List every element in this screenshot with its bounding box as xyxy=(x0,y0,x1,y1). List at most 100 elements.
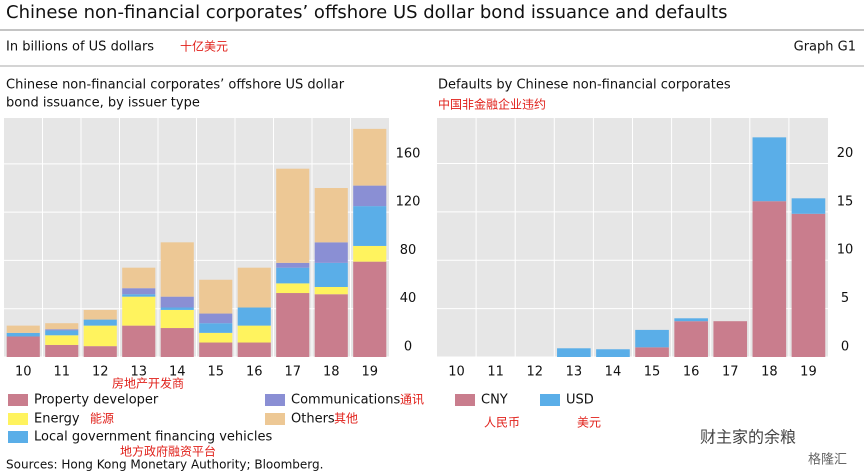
bar-segment xyxy=(199,279,233,314)
bar-segment xyxy=(45,344,79,357)
x-tick-label: 15 xyxy=(207,365,224,380)
bar-segment xyxy=(122,296,156,326)
bar-segment xyxy=(353,128,387,186)
bar-segment xyxy=(199,332,233,343)
bar-segment xyxy=(596,349,630,357)
legend-swatch xyxy=(8,413,28,425)
y-tick-label: 20 xyxy=(837,146,854,161)
x-tick-label: 11 xyxy=(487,365,504,380)
bar-segment xyxy=(353,261,387,357)
legend-swatch xyxy=(455,394,475,406)
bar-segment xyxy=(237,307,271,326)
bar-segment xyxy=(122,267,156,289)
chart-title: bond issuance, by issuer type xyxy=(6,96,200,111)
unit: In billions of US dollars xyxy=(6,40,154,55)
bar-segment xyxy=(276,262,310,268)
annotation: 通讯 xyxy=(400,393,424,407)
unit-cn: 十亿美元 xyxy=(180,39,228,54)
bar-segment xyxy=(83,309,117,320)
annotation: 其他 xyxy=(334,412,358,426)
bar-segment xyxy=(199,313,233,324)
y-tick-label: 120 xyxy=(396,195,421,210)
annotation: 房地产开发商 xyxy=(112,376,184,391)
legend-label: CNY xyxy=(481,393,508,408)
bar-segment xyxy=(6,332,40,337)
annotation: 能源 xyxy=(90,412,114,426)
page-title: Chinese non-financial corporates’ offsho… xyxy=(6,2,727,23)
bar-segment xyxy=(45,330,79,336)
bar-segment xyxy=(791,198,826,214)
legend-swatch xyxy=(540,394,560,406)
bar-segment xyxy=(45,329,79,331)
bar-segment xyxy=(6,325,40,333)
bar-segment xyxy=(237,342,271,357)
bar-segment xyxy=(276,283,310,294)
bar-segment xyxy=(314,262,348,287)
chart-title: Chinese non-financial corporates’ offsho… xyxy=(6,78,345,93)
bar-segment xyxy=(160,242,194,297)
legend-label: USD xyxy=(566,393,594,408)
x-tick-label: 12 xyxy=(526,365,543,380)
legend-label: Communications xyxy=(291,393,400,408)
bar-segment xyxy=(45,335,79,345)
legend-label: Property developer xyxy=(34,393,159,408)
bar-segment xyxy=(83,325,117,347)
x-tick-label: 18 xyxy=(323,365,340,380)
legend-label: Others xyxy=(291,412,335,427)
bar-segment xyxy=(6,336,40,357)
bar-segment xyxy=(160,309,194,329)
x-tick-label: 14 xyxy=(169,365,186,380)
x-tick-label: 11 xyxy=(53,365,70,380)
legend-label: Energy xyxy=(34,412,80,427)
bar-segment xyxy=(276,168,310,263)
bar-segment xyxy=(674,321,708,357)
watermark: 财主家的余粮 xyxy=(700,428,796,447)
bar-segment xyxy=(276,267,310,284)
x-tick-label: 19 xyxy=(800,365,817,380)
bar-segment xyxy=(45,323,79,330)
bar-segment xyxy=(353,185,387,207)
chart-subtitle: 中国非金融企业违约 xyxy=(438,97,546,112)
bar-segment xyxy=(122,294,156,297)
annotation: 美元 xyxy=(577,416,601,430)
x-tick-label: 10 xyxy=(15,365,32,380)
bar-segment xyxy=(199,323,233,333)
bar-segment xyxy=(353,245,387,262)
bar-segment xyxy=(353,206,387,246)
y-tick-label: 160 xyxy=(396,146,421,161)
y-tick-label: 0 xyxy=(841,340,849,355)
bar-segment xyxy=(122,288,156,295)
x-tick-label: 18 xyxy=(761,365,778,380)
bar-segment xyxy=(635,347,669,357)
bar-segment xyxy=(237,267,271,308)
bar-segment xyxy=(791,213,826,357)
bar-segment xyxy=(314,242,348,263)
x-tick-label: 19 xyxy=(361,365,378,380)
x-tick-label: 16 xyxy=(683,365,700,380)
bar-segment xyxy=(752,137,787,202)
y-tick-label: 80 xyxy=(400,243,417,258)
y-tick-label: 0 xyxy=(404,340,412,355)
bar-segment xyxy=(160,307,194,310)
bar-segment xyxy=(314,286,348,295)
x-tick-label: 13 xyxy=(566,365,583,380)
bar-segment xyxy=(314,188,348,243)
bar-segment xyxy=(160,296,194,308)
bar-segment xyxy=(713,321,748,357)
x-tick-label: 13 xyxy=(130,365,147,380)
bar-segment xyxy=(83,319,117,326)
graph-label: Graph G1 xyxy=(794,40,856,55)
y-tick-label: 15 xyxy=(837,194,854,209)
bar-segment xyxy=(314,294,348,357)
bar-segment xyxy=(752,201,787,357)
bar-segment xyxy=(160,328,194,357)
y-tick-label: 5 xyxy=(841,291,849,306)
y-tick-label: 10 xyxy=(837,243,854,258)
annotation: 地方政府融资平台 xyxy=(120,444,216,459)
x-tick-label: 17 xyxy=(284,365,301,380)
bar-segment xyxy=(199,342,233,357)
annotation: 人民币 xyxy=(484,416,520,430)
source: Sources: Hong Kong Monetary Authority; B… xyxy=(6,458,323,472)
legend-swatch xyxy=(265,394,285,406)
